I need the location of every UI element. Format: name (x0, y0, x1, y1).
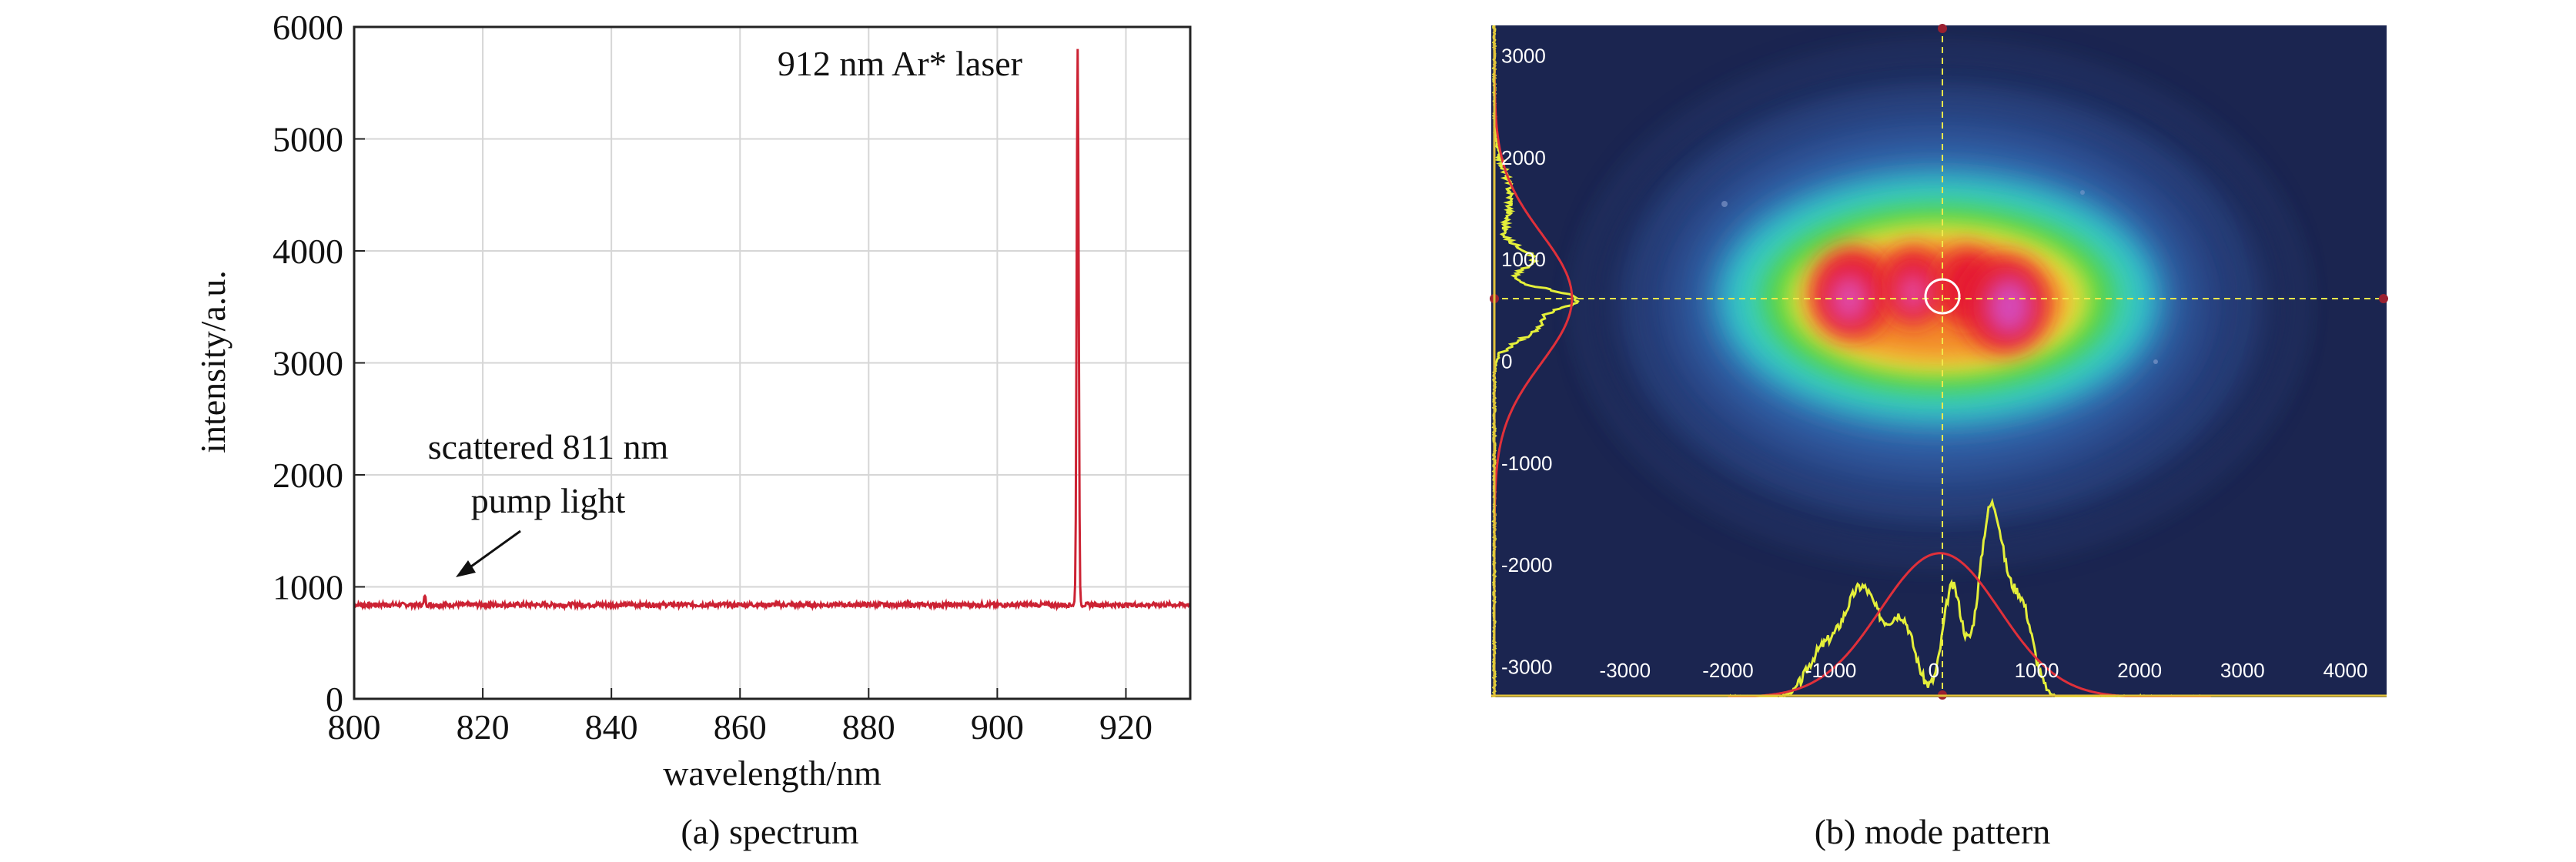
x-tick-label: 0 (1929, 659, 1939, 682)
y-tick-label: 1000 (273, 568, 343, 607)
x-tick-label: 900 (971, 707, 1024, 747)
y-tick-label: 0 (1501, 350, 1512, 373)
x-tick-label: 820 (457, 707, 510, 747)
spectrum-line-layer (354, 48, 1190, 612)
spectrum-series (354, 48, 1190, 612)
x-tick-label: 860 (714, 707, 767, 747)
y-tick-label: -3000 (1501, 655, 1553, 678)
y-tick-label: 2000 (1501, 146, 1546, 169)
x-tick-label: 3000 (2220, 659, 2265, 682)
y-tick-label: 6000 (273, 8, 343, 47)
axis-ticks: -3000 -2000 -1000 0 1000 2000 3000 4000 3000 2000… (1501, 45, 2367, 682)
x-tick-label: 920 (1099, 707, 1153, 747)
grid (354, 27, 1190, 699)
x-tick-label: 4000 (2323, 659, 2368, 682)
y-tick-label: 0 (326, 680, 343, 719)
y-tick-label: 2000 (273, 456, 343, 495)
x-tick-label: 880 (842, 707, 895, 747)
laser-annotation: 912 nm Ar* laser (778, 44, 1022, 83)
x-tick-label: 2000 (2117, 659, 2162, 682)
x-axis-label: wavelength/nm (663, 753, 882, 793)
y-tick-label: 3000 (1501, 45, 1546, 68)
scatter-annotation-line1: scattered 811 nm (428, 427, 669, 466)
y-tick-label: 1000 (1501, 248, 1546, 271)
crosshair (1490, 24, 2388, 700)
y-tick-label: -1000 (1501, 452, 1553, 475)
x-tick-label: -1000 (1805, 659, 1857, 682)
axis-ticks: 800 820 840 860 880 900 920 0 1000 2000 3000 4000 50… (273, 8, 1153, 747)
y-tick-label: 5000 (273, 120, 343, 159)
y-tick-label: -2000 (1501, 553, 1553, 576)
y-tick-label: 3000 (273, 344, 343, 383)
x-tick-label: -3000 (1600, 659, 1651, 682)
scatter-annotation-line2: pump light (471, 481, 626, 520)
x-tick-label: 840 (585, 707, 638, 747)
y-axis-label: intensity/a.u. (193, 270, 233, 453)
y-tick-label: 4000 (273, 232, 343, 271)
x-tick-label: 800 (328, 707, 381, 747)
beam-image (1575, 47, 2305, 561)
caption-spectrum: (a) spectrum (681, 812, 858, 851)
spectrum-chart: 800 820 840 860 880 900 920 0 1000 2000 3000 4000 50… (193, 8, 1192, 851)
x-tick-label: -2000 (1702, 659, 1754, 682)
annotation-arrow (456, 530, 521, 577)
mode-pattern-chart: -3000 -2000 -1000 0 1000 2000 3000 4000 3000 2000… (1490, 24, 2388, 851)
x-tick-label: 1000 (2015, 659, 2059, 682)
caption-mode-pattern: (b) mode pattern (1815, 812, 2051, 851)
